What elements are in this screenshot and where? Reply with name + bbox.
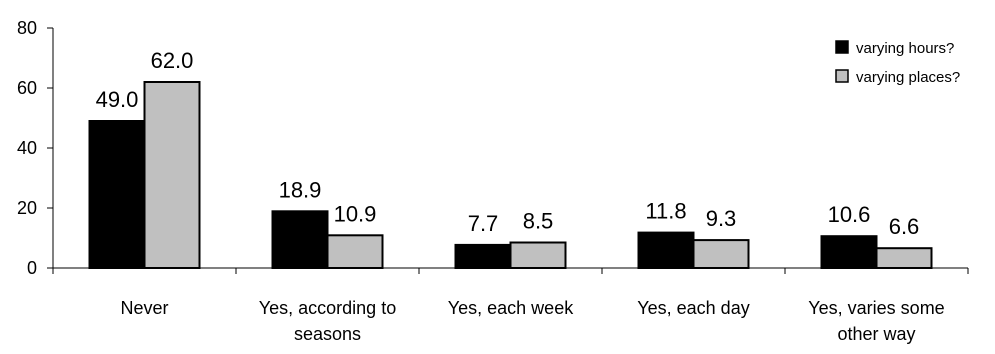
- y-tick-label: 60: [17, 78, 37, 98]
- bar-varying-places: [509, 241, 567, 269]
- y-axis: 0 20 40 60 80: [17, 18, 54, 278]
- data-label: 9.3: [706, 206, 737, 231]
- x-category-label: Yes, according to: [259, 298, 396, 318]
- x-axis: Never Yes, according to seasons Yes, each w…: [52, 267, 969, 344]
- bar-varying-places: [143, 81, 201, 269]
- y-tick-label: 40: [17, 138, 37, 158]
- bar-varying-hours: [271, 210, 329, 270]
- y-tick-label: 0: [27, 258, 37, 278]
- legend-swatch: [835, 69, 849, 83]
- bars: [88, 81, 933, 270]
- legend-label: varying places?: [856, 69, 960, 86]
- legend-label: varying hours?: [856, 40, 954, 57]
- data-label: 6.6: [889, 214, 920, 239]
- data-label: 62.0: [151, 48, 194, 73]
- bar-varying-hours: [820, 235, 878, 269]
- data-label: 18.9: [279, 177, 322, 202]
- data-label: 10.9: [334, 201, 377, 226]
- bar-varying-places: [692, 239, 750, 270]
- y-tick-label: 20: [17, 198, 37, 218]
- x-category-label: Yes, varies some: [808, 298, 944, 318]
- bar-varying-places: [326, 234, 384, 270]
- x-category-label: Yes, each day: [637, 298, 749, 318]
- bar-varying-places: [875, 247, 933, 269]
- x-category-label: other way: [837, 324, 915, 344]
- data-label: 49.0: [96, 87, 139, 112]
- data-label: 10.6: [828, 202, 871, 227]
- x-category-label: Never: [120, 298, 168, 318]
- x-category-label: seasons: [294, 324, 361, 344]
- value-labels: 49.0 18.9 7.7 11.8 10.6 62.0 10.9 8.5 9.3 6.6: [96, 48, 920, 239]
- data-label: 8.5: [523, 209, 554, 234]
- legend: varying hours? varying places?: [835, 40, 960, 86]
- x-category-label: Yes, each week: [448, 298, 574, 318]
- bar-varying-hours: [637, 231, 695, 270]
- data-label: 7.7: [468, 211, 499, 236]
- legend-swatch: [835, 40, 849, 54]
- bar-varying-hours: [88, 120, 146, 269]
- bar-varying-hours: [454, 243, 512, 269]
- y-tick-label: 80: [17, 18, 37, 38]
- data-label: 11.8: [645, 199, 686, 224]
